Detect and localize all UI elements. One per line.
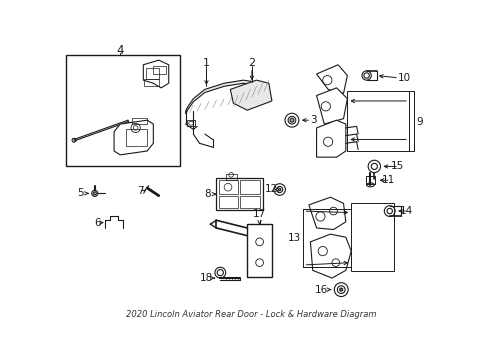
Bar: [66, 55, 180, 166]
Text: 6: 6: [95, 217, 101, 228]
Bar: [226, 174, 237, 180]
Text: 16: 16: [315, 285, 328, 294]
Bar: [217, 178, 263, 210]
Text: 5: 5: [77, 188, 84, 198]
Bar: [187, 120, 195, 126]
Bar: [347, 91, 409, 151]
Text: 9: 9: [416, 117, 423, 127]
Bar: [132, 118, 147, 124]
Text: 3: 3: [310, 115, 317, 125]
Bar: [153, 66, 166, 74]
Bar: [366, 176, 375, 184]
Bar: [144, 80, 160, 86]
Bar: [219, 195, 238, 208]
Bar: [219, 180, 238, 194]
Text: 14: 14: [399, 206, 413, 216]
Text: 12: 12: [265, 184, 278, 194]
Text: 10: 10: [397, 73, 411, 83]
Text: 8: 8: [204, 189, 211, 199]
Text: 7: 7: [137, 186, 143, 196]
Text: 2: 2: [248, 58, 255, 68]
Text: 15: 15: [391, 161, 404, 171]
Ellipse shape: [278, 188, 281, 191]
Polygon shape: [186, 80, 257, 114]
Polygon shape: [143, 60, 169, 88]
Ellipse shape: [290, 118, 294, 122]
Text: 4: 4: [117, 44, 124, 57]
Polygon shape: [309, 197, 346, 230]
Polygon shape: [230, 80, 272, 110]
Polygon shape: [311, 234, 351, 278]
Bar: [146, 68, 160, 78]
Bar: [247, 224, 272, 276]
Text: 13: 13: [288, 233, 301, 243]
Polygon shape: [317, 120, 346, 157]
Polygon shape: [114, 120, 153, 155]
Text: 11: 11: [382, 175, 395, 185]
Polygon shape: [317, 65, 347, 93]
Bar: [240, 180, 260, 194]
Bar: [351, 203, 393, 271]
Text: 2020 Lincoln Aviator Rear Door - Lock & Hardware Diagram: 2020 Lincoln Aviator Rear Door - Lock & …: [126, 310, 376, 319]
Bar: [125, 130, 147, 147]
Text: 18: 18: [199, 273, 213, 283]
Text: 17: 17: [253, 209, 266, 219]
Bar: [240, 195, 260, 208]
Ellipse shape: [93, 192, 97, 195]
Polygon shape: [317, 88, 347, 124]
Text: 1: 1: [203, 58, 210, 68]
Ellipse shape: [340, 288, 343, 291]
